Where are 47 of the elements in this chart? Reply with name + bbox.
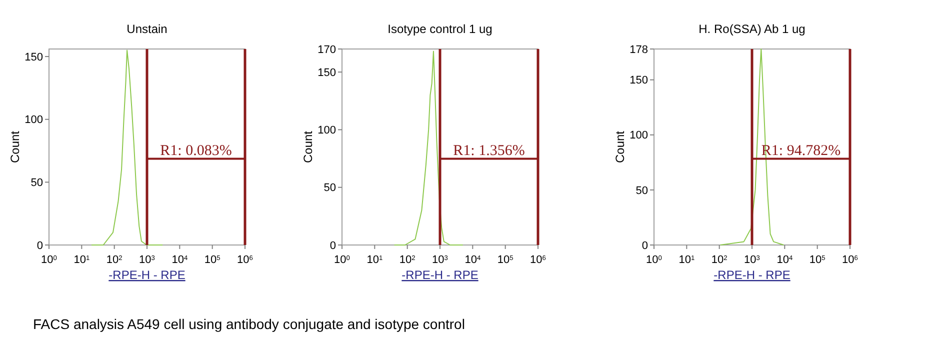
y-tick-label: 150 xyxy=(318,66,336,79)
y-tick-label: 50 xyxy=(30,177,43,190)
y-tick-label: 100 xyxy=(318,124,336,137)
x-tick-label: 10$^{4}$ xyxy=(464,254,481,266)
y-tick-label: 0 xyxy=(36,240,43,252)
x-tick-label: 10$^{4}$ xyxy=(172,254,188,266)
y-tick-label: 170 xyxy=(318,44,336,56)
x-tick-label: 10$^{2}$ xyxy=(106,254,123,266)
y-axis-title: Count xyxy=(613,130,627,164)
x-axis-title: -RPE-H - RPE xyxy=(108,268,186,282)
y-tick-label: 0 xyxy=(330,240,336,252)
x-tick-label: 10$^{6}$ xyxy=(530,254,546,266)
x-tick-label: 10$^{1}$ xyxy=(678,254,695,266)
x-tick-label: 10$^{3}$ xyxy=(744,254,760,266)
x-axis-title: -RPE-H - RPE xyxy=(402,268,478,282)
y-tick-label: 100 xyxy=(24,114,43,126)
x-tick-label: 10$^{0}$ xyxy=(334,254,350,266)
x-tick-label: 10$^{4}$ xyxy=(776,254,793,266)
x-tick-label: 10$^{1}$ xyxy=(74,254,90,266)
x-tick-label: 10$^{3}$ xyxy=(139,254,156,266)
x-tick-label: 10$^{2}$ xyxy=(399,254,416,266)
x-tick-label: 10$^{1}$ xyxy=(366,254,383,266)
x-tick-label: 10$^{0}$ xyxy=(41,254,58,266)
y-axis-title: Count xyxy=(8,130,22,164)
y-tick-label: 150 xyxy=(630,74,648,87)
chart-title: Isotype control 1 ug xyxy=(388,22,492,36)
text: FACS analysis A549 cell using antibody conjugate and isotype control xyxy=(33,316,465,332)
y-tick-label: 178 xyxy=(630,44,648,56)
x-tick-label: 10$^{5}$ xyxy=(204,254,221,266)
chart-title: Unstain xyxy=(126,22,168,36)
y-tick-label: 50 xyxy=(636,184,648,197)
chart-title: H. Ro(SSA) Ab 1 ug xyxy=(698,22,806,36)
y-tick-label: 50 xyxy=(324,182,336,194)
x-tick-label: 10$^{6}$ xyxy=(842,254,858,266)
y-axis-title: Count xyxy=(301,130,315,164)
x-tick-label: 10$^{0}$ xyxy=(646,254,662,266)
annotation: R1: 0.083% xyxy=(160,142,232,159)
y-tick-label: 150 xyxy=(24,51,43,64)
x-tick-label: 10$^{6}$ xyxy=(237,254,254,266)
annotation: R1: 1.356% xyxy=(453,142,525,159)
y-tick-label: 0 xyxy=(642,240,648,252)
x-tick-label: 10$^{2}$ xyxy=(711,254,728,266)
x-tick-label: 10$^{5}$ xyxy=(809,254,826,266)
x-tick-label: 10$^{5}$ xyxy=(497,254,514,266)
x-tick-label: 10$^{3}$ xyxy=(432,254,448,266)
x-axis-title: -RPE-H - RPE xyxy=(714,268,790,282)
y-tick-label: 100 xyxy=(630,130,648,142)
